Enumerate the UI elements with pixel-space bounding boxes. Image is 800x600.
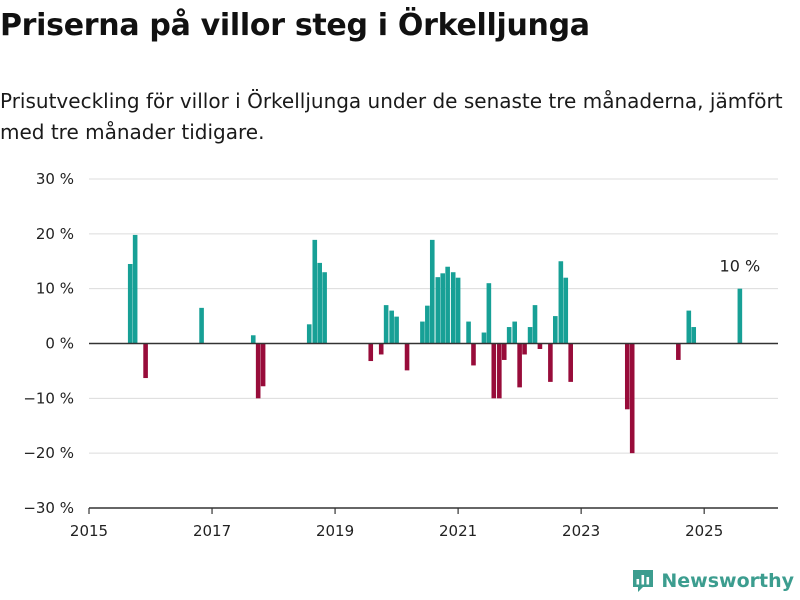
- bar: [506, 327, 512, 344]
- bar: [568, 343, 573, 382]
- page-subtitle: Prisutveckling för villor i Örkelljunga …: [0, 89, 783, 144]
- page-title: Priserna på villor steg i Örkelljunga: [0, 8, 590, 43]
- bar: [394, 316, 399, 344]
- bar: [312, 239, 318, 344]
- y-tick-label: −20 %: [23, 444, 74, 462]
- bar: [686, 310, 692, 344]
- bar: [389, 310, 394, 344]
- bar: [497, 343, 502, 399]
- bar: [143, 343, 148, 379]
- bar: [455, 277, 461, 344]
- bar: [368, 343, 374, 362]
- bar: [306, 324, 312, 344]
- bar: [624, 343, 630, 410]
- bar: [404, 343, 410, 371]
- bar: [737, 288, 743, 344]
- brand-logo: Newsworthy: [631, 568, 794, 594]
- bar: [527, 327, 533, 344]
- bar: [322, 272, 327, 344]
- bar: [425, 305, 430, 344]
- brand-name: Newsworthy: [661, 570, 794, 592]
- bar: [481, 332, 487, 344]
- y-tick-label: −10 %: [23, 389, 74, 407]
- bar: [486, 283, 492, 344]
- bar: [517, 343, 522, 388]
- bar: [429, 239, 435, 344]
- bar: [548, 343, 553, 382]
- bar: [471, 343, 476, 366]
- bar: [691, 327, 697, 344]
- y-tick-label: 10 %: [36, 280, 74, 298]
- bar: [317, 262, 322, 344]
- bar: [255, 343, 261, 399]
- bar: [435, 277, 441, 344]
- bar: [199, 307, 204, 344]
- y-tick-label: 30 %: [36, 170, 74, 188]
- bar: [512, 321, 518, 344]
- bar: [501, 343, 507, 360]
- bar: [440, 273, 446, 344]
- bar: [629, 343, 635, 454]
- bar: [537, 343, 543, 349]
- bar: [132, 234, 138, 344]
- bar: [450, 272, 456, 344]
- bar: [522, 343, 527, 355]
- bar: [563, 277, 569, 344]
- bar: [532, 305, 538, 344]
- x-tick-label: 2019: [316, 522, 354, 540]
- y-tick-labels: −30 % −20 % −10 % 0 % 10 % 20 % 30 %: [23, 170, 74, 517]
- bar: [553, 316, 558, 344]
- bars: [127, 234, 743, 454]
- bar-chart-logo-icon: [633, 570, 654, 592]
- bar: [383, 305, 389, 344]
- x-tick-label: 2021: [439, 522, 477, 540]
- x-tick-label: 2023: [562, 522, 600, 540]
- bar: [445, 266, 450, 344]
- bar: [127, 263, 133, 344]
- y-tick-label: 0 %: [45, 335, 74, 353]
- last-value-annotation: 10 %: [720, 257, 761, 276]
- bar: [491, 343, 497, 399]
- x-tick-label: 2025: [685, 522, 723, 540]
- x-tick-label: 2017: [193, 522, 231, 540]
- y-tick-label: 20 %: [36, 225, 74, 243]
- bar: [260, 343, 266, 387]
- gridlines: [89, 178, 778, 454]
- bar: [676, 343, 681, 360]
- bar: [558, 261, 564, 344]
- bar: [420, 321, 425, 344]
- bar: [250, 335, 256, 344]
- bar: [378, 343, 384, 355]
- bar: [466, 321, 471, 344]
- x-tick-label: 2015: [70, 522, 108, 540]
- x-ticks: 2015 2017 2019 2021 2023 2025: [70, 508, 723, 540]
- y-tick-label: −30 %: [23, 499, 74, 517]
